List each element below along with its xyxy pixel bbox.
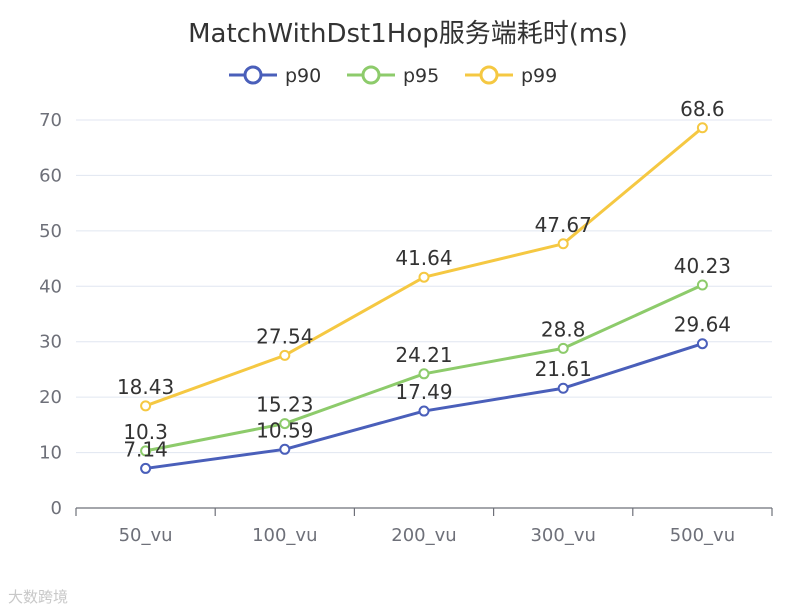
legend[interactable]: p90 p95 p99 — [229, 65, 557, 87]
legend-item-p95[interactable]: p95 — [347, 65, 439, 87]
series-line-p95[interactable] — [145, 283, 704, 453]
data-label-p95: 15.23 — [256, 393, 313, 417]
legend-marker-icon — [479, 65, 499, 85]
data-point-p90[interactable] — [418, 405, 430, 417]
x-tick-label: 300_vu — [530, 525, 595, 546]
data-label-p90: 29.64 — [674, 313, 731, 337]
y-tick-label: 20 — [39, 387, 62, 408]
data-label-p95: 10.3 — [123, 420, 168, 444]
legend-label: p99 — [521, 65, 557, 87]
y-tick-label: 50 — [39, 221, 62, 242]
x-tick-label: 100_vu — [252, 525, 317, 546]
axes: 0 10 20 30 40 50 60 70 50_vu 100_vu 200_vu 300_vu 50… — [39, 110, 773, 546]
data-point-p95[interactable] — [557, 342, 569, 354]
data-label-p95: 24.21 — [395, 343, 452, 367]
data-label-p99: 41.64 — [395, 246, 452, 270]
chart-title: MatchWithDst1Hop服务端耗时(ms) — [188, 19, 628, 49]
legend-label: p90 — [285, 65, 321, 87]
data-point-p99[interactable] — [279, 349, 291, 361]
data-label-p90: 21.61 — [535, 357, 592, 381]
data-label-p95: 28.8 — [541, 317, 586, 341]
data-point-p95[interactable] — [696, 279, 708, 291]
data-label-p90: 17.49 — [395, 380, 452, 404]
data-point-p99[interactable] — [418, 271, 430, 283]
data-point-p99[interactable] — [140, 400, 152, 412]
data-point-p90[interactable] — [557, 382, 569, 394]
data-labels: 7.14 10.59 17.49 21.61 29.64 10.3 15.23 24.21 28… — [117, 97, 731, 462]
y-tick-label: 70 — [39, 110, 62, 131]
legend-label: p95 — [403, 65, 439, 87]
data-point-p95[interactable] — [279, 418, 291, 430]
x-tick-label: 500_vu — [670, 525, 735, 546]
legend-item-p90[interactable]: p90 — [229, 65, 321, 87]
series-lines[interactable] — [140, 122, 708, 474]
data-point-p90[interactable] — [279, 443, 291, 455]
y-tick-label: 0 — [51, 498, 62, 519]
legend-item-p99[interactable]: p99 — [465, 65, 557, 87]
y-tick-label: 40 — [39, 276, 62, 297]
data-point-p99[interactable] — [557, 238, 569, 250]
data-label-p95: 40.23 — [674, 254, 731, 278]
legend-marker-icon — [243, 65, 263, 85]
y-tick-label: 10 — [39, 443, 62, 464]
y-tick-label: 30 — [39, 332, 62, 353]
data-point-p99[interactable] — [696, 122, 708, 134]
x-tick-label: 200_vu — [391, 525, 456, 546]
legend-marker-icon — [361, 65, 381, 85]
data-point-p90[interactable] — [140, 462, 152, 474]
y-tick-label: 60 — [39, 165, 62, 186]
data-point-p95[interactable] — [140, 445, 152, 457]
data-point-p90[interactable] — [696, 338, 708, 350]
data-label-p90: 7.14 — [123, 437, 168, 461]
grid-lines — [76, 119, 772, 454]
data-label-p90: 10.59 — [256, 418, 313, 442]
data-label-p99: 47.67 — [535, 213, 592, 237]
data-label-p99: 18.43 — [117, 375, 174, 399]
data-point-p95[interactable] — [418, 368, 430, 380]
watermark: 大数跨境 — [8, 588, 69, 606]
data-label-p99: 68.6 — [680, 97, 725, 121]
x-tick-label: 50_vu — [119, 525, 173, 546]
data-label-p99: 27.54 — [256, 324, 313, 348]
